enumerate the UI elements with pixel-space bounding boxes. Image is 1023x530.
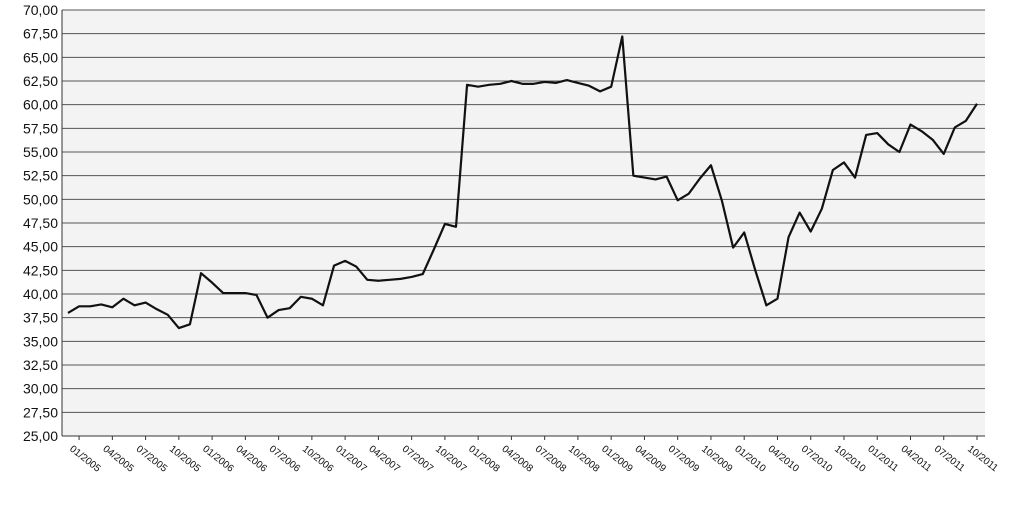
y-tick-label: 45,00 (23, 239, 58, 255)
y-tick-label: 62,50 (23, 73, 58, 89)
x-tick-label: 01/2008 (466, 444, 502, 475)
x-tick-label: 04/2006 (234, 444, 270, 475)
x-tick-label: 01/2011 (865, 444, 900, 475)
x-tick-label: 07/2006 (267, 444, 303, 475)
x-tick-label: 10/2010 (832, 444, 868, 475)
x-tick-label: 10/2005 (167, 444, 203, 475)
x-tick-label: 07/2005 (134, 444, 170, 475)
y-tick-label: 52,50 (23, 168, 58, 184)
y-tick-label: 65,00 (23, 49, 58, 65)
y-tick-label: 25,00 (23, 428, 58, 444)
y-tick-label: 67,50 (23, 26, 58, 42)
y-tick-label: 30,00 (23, 381, 58, 397)
y-tick-label: 40,00 (23, 286, 58, 302)
y-tick-label: 50,00 (23, 191, 58, 207)
x-tick-label: 07/2008 (533, 444, 569, 475)
y-tick-label: 37,50 (23, 310, 58, 326)
x-tick-label: 10/2009 (699, 444, 735, 475)
y-tick-label: 42,50 (23, 262, 58, 278)
x-tick-label: 01/2005 (67, 444, 103, 475)
x-tick-label: 04/2010 (766, 444, 802, 475)
x-tick-label: 07/2007 (400, 444, 436, 475)
x-tick-label: 01/2009 (599, 444, 635, 475)
x-tick-label: 04/2009 (633, 444, 669, 475)
x-tick-label: 10/2011 (965, 444, 1000, 475)
y-tick-label: 32,50 (23, 357, 58, 373)
y-tick-label: 60,00 (23, 97, 58, 113)
x-tick-label: 07/2011 (932, 444, 967, 475)
x-tick-label: 04/2005 (100, 444, 136, 475)
y-tick-label: 47,50 (23, 215, 58, 231)
y-tick-label: 27,50 (23, 404, 58, 420)
data-line (67, 35, 978, 330)
x-tick-label: 04/2008 (500, 444, 536, 475)
x-tick-label: 10/2007 (433, 444, 469, 475)
x-tick-label: 07/2010 (799, 444, 835, 475)
x-tick-label: 04/2011 (899, 444, 934, 475)
x-tick-label: 01/2007 (333, 444, 369, 475)
x-tick-label: 01/2010 (732, 444, 768, 475)
y-tick-label: 55,00 (23, 144, 58, 160)
x-tick-label: 01/2006 (200, 444, 236, 475)
x-tick-label: 10/2008 (566, 444, 602, 475)
y-tick-label: 57,50 (23, 120, 58, 136)
y-tick-label: 35,00 (23, 333, 58, 349)
x-tick-label: 07/2009 (666, 444, 702, 475)
y-tick-label: 70,00 (23, 2, 58, 18)
x-tick-label: 10/2006 (300, 444, 336, 475)
x-tick-label: 04/2007 (367, 444, 403, 475)
